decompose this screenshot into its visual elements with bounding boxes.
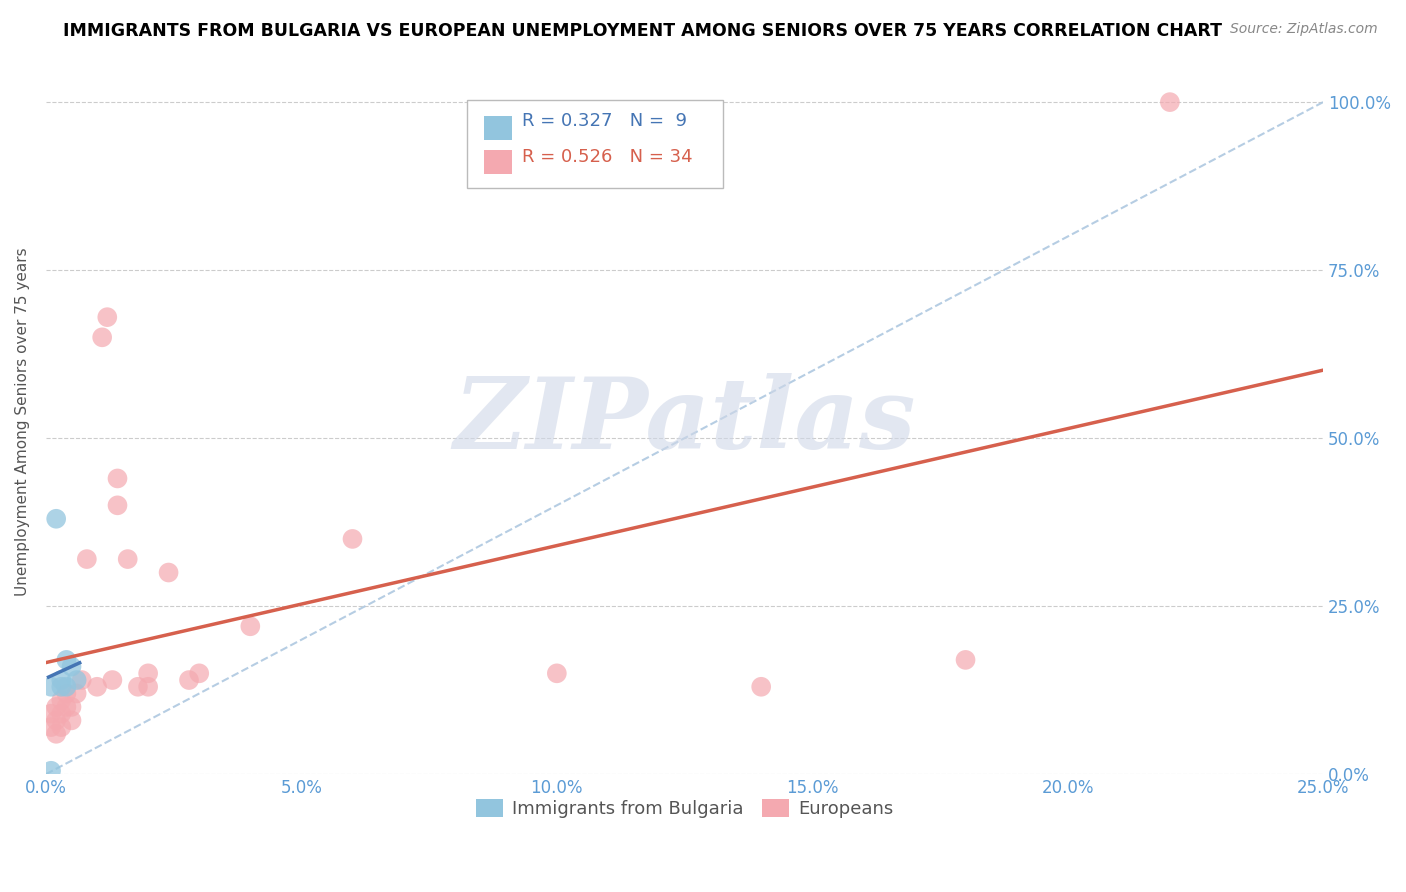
- Point: [51, 706, 73, 721]
- Point: [342, 532, 364, 546]
- Point: [76, 552, 98, 566]
- Point: [39, 680, 62, 694]
- Point: [51, 673, 73, 687]
- Point: [86, 680, 108, 694]
- Point: [239, 619, 262, 633]
- Point: [45, 727, 67, 741]
- Point: [101, 673, 124, 687]
- Point: [60, 714, 83, 728]
- Point: [136, 666, 159, 681]
- Point: [188, 666, 211, 681]
- Bar: [484, 150, 512, 174]
- Point: [39, 720, 62, 734]
- Point: [45, 512, 67, 526]
- Point: [55, 686, 77, 700]
- Point: [70, 673, 93, 687]
- Point: [51, 680, 73, 694]
- Point: [55, 653, 77, 667]
- Point: [157, 566, 180, 580]
- Point: [546, 666, 568, 681]
- Point: [107, 471, 129, 485]
- Point: [51, 693, 73, 707]
- Text: ZIPatlas: ZIPatlas: [453, 373, 915, 469]
- Text: R = 0.327   N =  9: R = 0.327 N = 9: [523, 112, 688, 130]
- Point: [51, 720, 73, 734]
- Point: [96, 310, 118, 325]
- Point: [107, 499, 129, 513]
- Text: IMMIGRANTS FROM BULGARIA VS EUROPEAN UNEMPLOYMENT AMONG SENIORS OVER 75 YEARS CO: IMMIGRANTS FROM BULGARIA VS EUROPEAN UNE…: [63, 22, 1222, 40]
- Text: Source: ZipAtlas.com: Source: ZipAtlas.com: [1230, 22, 1378, 37]
- FancyBboxPatch shape: [467, 100, 723, 188]
- Point: [749, 680, 772, 694]
- Point: [955, 653, 977, 667]
- Text: R = 0.526   N = 34: R = 0.526 N = 34: [523, 148, 693, 166]
- Point: [1159, 95, 1181, 109]
- Bar: [484, 116, 512, 141]
- Point: [60, 700, 83, 714]
- Y-axis label: Unemployment Among Seniors over 75 years: Unemployment Among Seniors over 75 years: [15, 247, 30, 596]
- Point: [91, 330, 114, 344]
- Point: [45, 714, 67, 728]
- Point: [177, 673, 200, 687]
- Point: [65, 673, 87, 687]
- Point: [127, 680, 149, 694]
- Point: [65, 686, 87, 700]
- Legend: Immigrants from Bulgaria, Europeans: Immigrants from Bulgaria, Europeans: [468, 791, 900, 825]
- Point: [60, 659, 83, 673]
- Point: [117, 552, 139, 566]
- Point: [45, 700, 67, 714]
- Point: [39, 706, 62, 721]
- Point: [39, 764, 62, 778]
- Point: [55, 680, 77, 694]
- Point: [55, 700, 77, 714]
- Point: [136, 680, 159, 694]
